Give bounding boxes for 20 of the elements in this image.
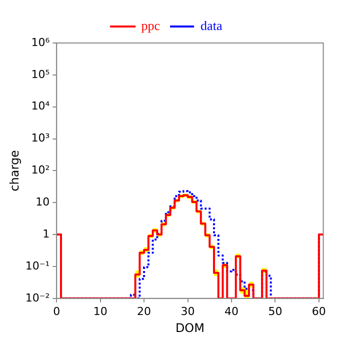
x-tick-label: 60 xyxy=(312,304,326,318)
x-tick-label: 40 xyxy=(224,304,238,318)
y-tick-label: 10⁻¹ xyxy=(25,259,50,272)
y-tick-label: 10 xyxy=(36,195,50,208)
y-tick-label: 10² xyxy=(31,164,50,177)
y-tick-label: 10³ xyxy=(31,132,50,145)
legend-label: ppc xyxy=(141,18,160,33)
x-tick-label: 50 xyxy=(268,304,282,318)
y-tick-label: 10⁵ xyxy=(31,68,50,81)
y-tick-label: 1 xyxy=(42,227,50,240)
x-axis-title: DOM xyxy=(175,320,204,335)
y-axis-title: charge xyxy=(7,150,22,192)
y-tick-label: 10⁻² xyxy=(25,291,50,304)
legend-label: data xyxy=(200,18,222,33)
x-tick-label: 0 xyxy=(53,304,60,318)
x-tick-label: 10 xyxy=(93,304,108,318)
y-tick-label: 10⁴ xyxy=(31,100,50,113)
y-tick-label: 10⁶ xyxy=(31,36,50,49)
x-tick-label: 20 xyxy=(137,304,152,318)
x-tick-label: 30 xyxy=(180,304,195,318)
